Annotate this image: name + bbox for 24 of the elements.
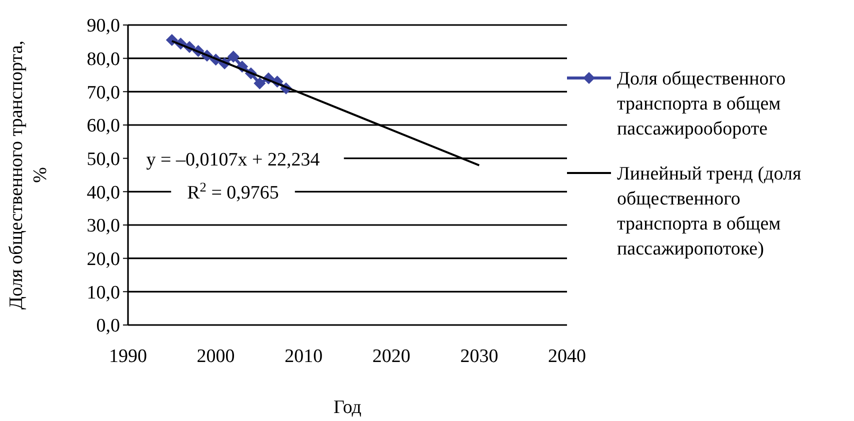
x-tick-label: 1990 xyxy=(109,346,147,367)
point xyxy=(227,50,240,63)
y-tick-label: 10,0 xyxy=(86,282,120,304)
y-tick-label: 40,0 xyxy=(86,182,120,204)
x-axis-title: Год xyxy=(334,397,362,418)
y-tick-label: 70,0 xyxy=(86,82,120,104)
y-axis-title: Доля общественного транспорта, % xyxy=(6,40,51,310)
y-tick-label: 0,0 xyxy=(96,316,120,337)
x-tick-label: 2000 xyxy=(196,346,235,367)
y-tick-label: 90,0 xyxy=(86,16,120,37)
y-tick-label: 60,0 xyxy=(86,116,120,137)
y-tick-label: 20,0 xyxy=(86,248,120,270)
x-tick-label: 2040 xyxy=(548,346,586,367)
x-tick-label: 2020 xyxy=(372,346,410,367)
annotation: R$^{2}$ = 0,9765 xyxy=(187,179,279,204)
legend-label: Линейный тренд (доля общественного транспорта в общем пассажиропотоке) xyxy=(617,164,802,260)
legend-label: Доля общественного транспорта в общем пассажирообороте xyxy=(617,68,786,140)
x-tick-label: 2030 xyxy=(460,346,498,367)
point xyxy=(254,77,266,90)
y-tick-label: 50,0 xyxy=(86,148,120,170)
annotation: y = –0,0107x + 22,234 xyxy=(146,150,320,171)
x-tick-label: 2010 xyxy=(284,346,323,367)
y-tick-label: 30,0 xyxy=(86,216,120,237)
y-tick-label: 80,0 xyxy=(86,48,120,70)
